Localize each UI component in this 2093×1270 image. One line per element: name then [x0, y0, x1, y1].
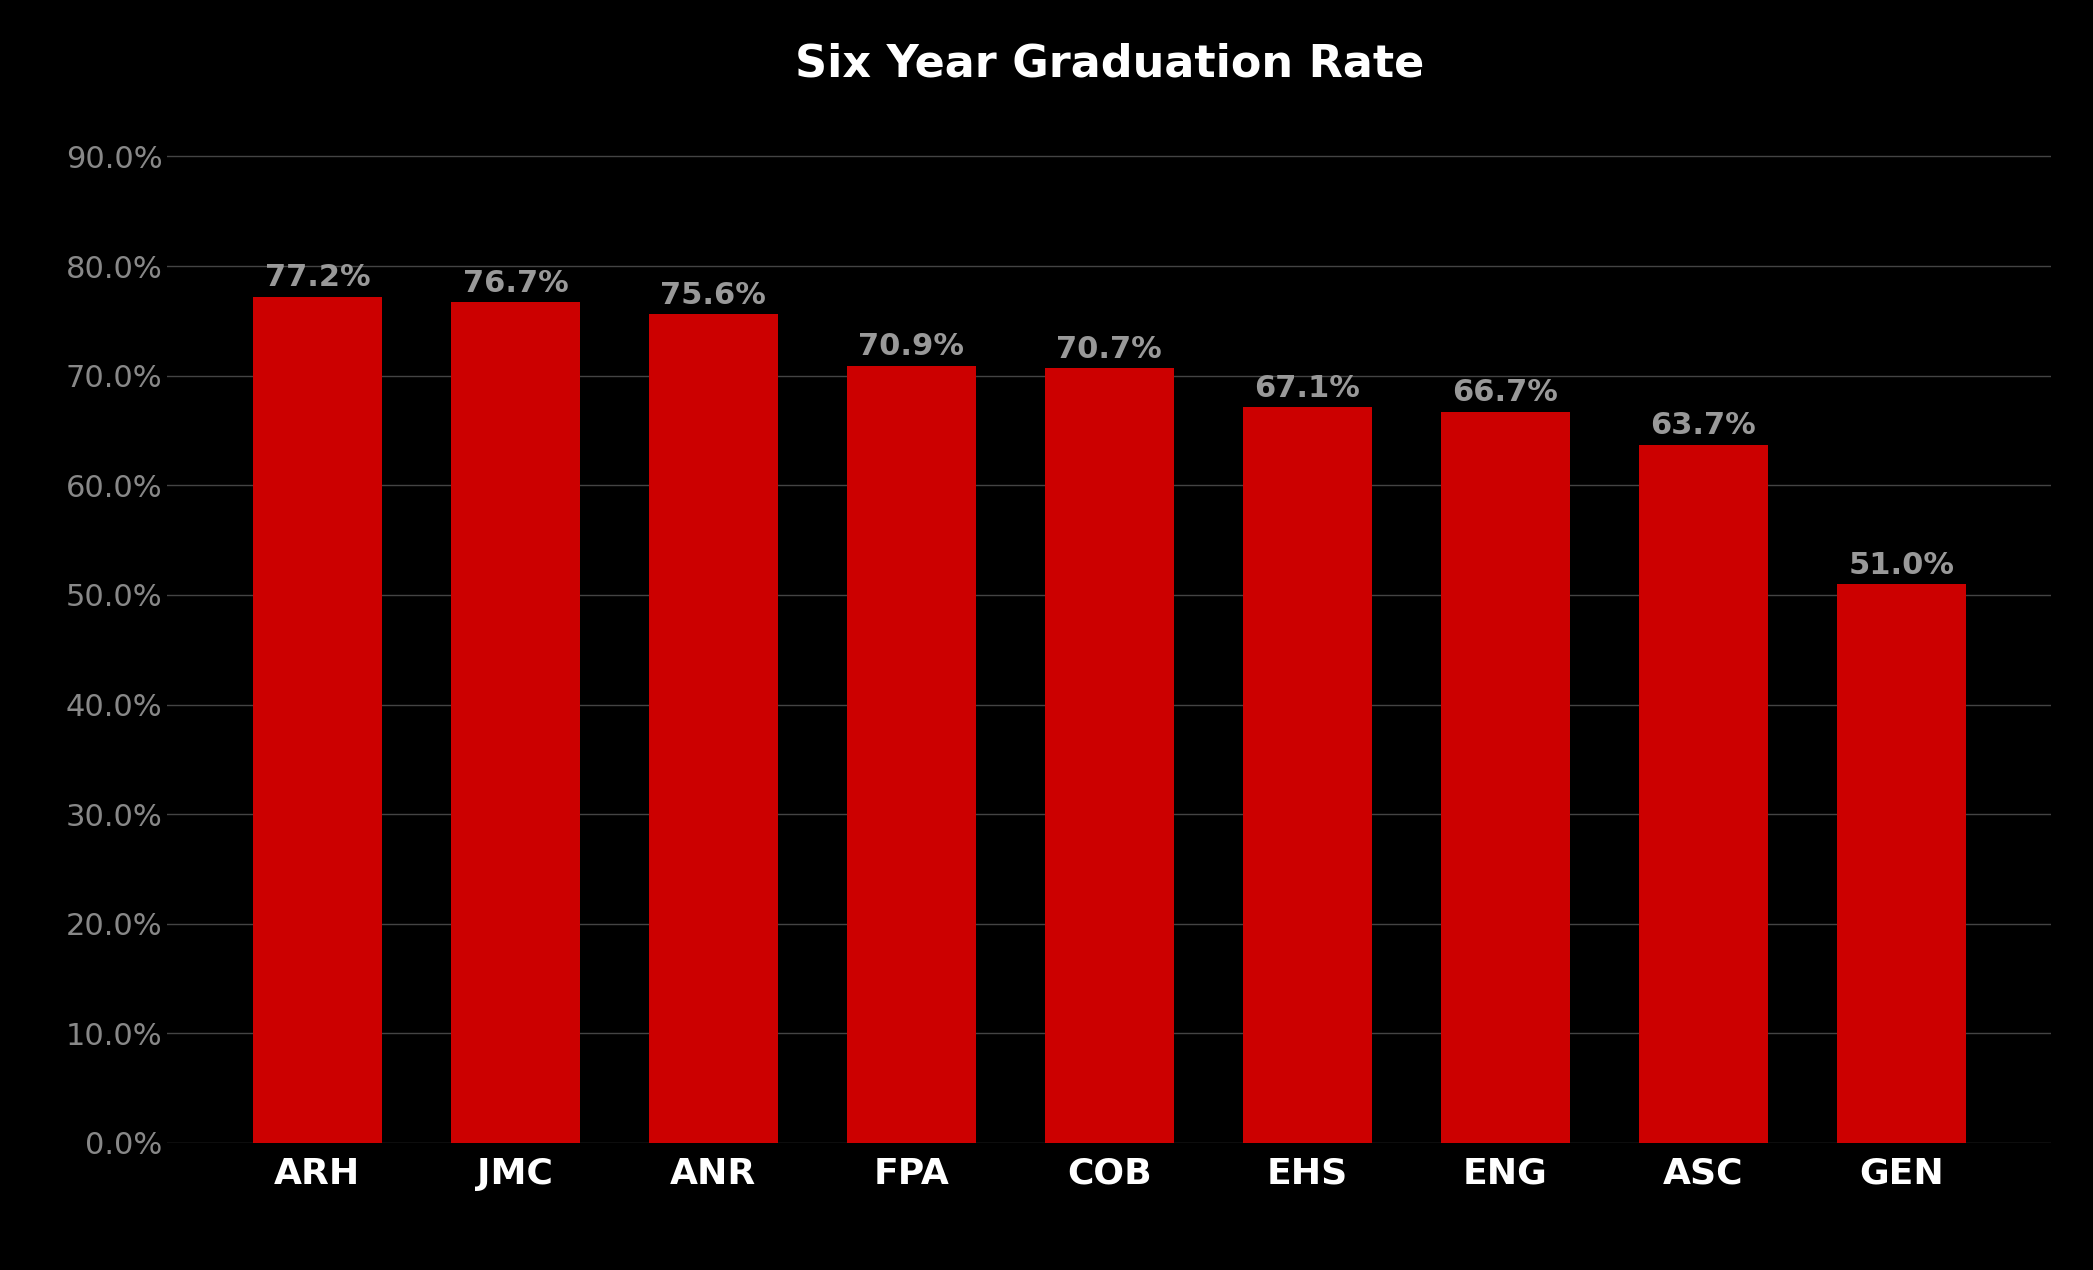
Bar [1044, 368, 1174, 1143]
Title: Six Year Graduation Rate: Six Year Graduation Rate [795, 43, 1423, 85]
Text: 76.7%: 76.7% [463, 269, 569, 298]
Bar [1838, 584, 1965, 1143]
Text: 67.1%: 67.1% [1254, 375, 1360, 403]
Bar [1243, 408, 1371, 1143]
Bar [649, 314, 779, 1143]
Text: 63.7%: 63.7% [1649, 411, 1756, 441]
Bar [1639, 444, 1769, 1143]
Text: 66.7%: 66.7% [1453, 378, 1557, 408]
Bar [253, 297, 381, 1143]
Text: 75.6%: 75.6% [661, 281, 766, 310]
Text: 70.7%: 70.7% [1057, 334, 1162, 363]
Bar [450, 302, 580, 1143]
Bar [1440, 411, 1570, 1143]
Text: 51.0%: 51.0% [1848, 551, 1955, 579]
Text: 77.2%: 77.2% [264, 263, 370, 292]
Text: 70.9%: 70.9% [858, 333, 965, 362]
Bar [848, 366, 975, 1143]
